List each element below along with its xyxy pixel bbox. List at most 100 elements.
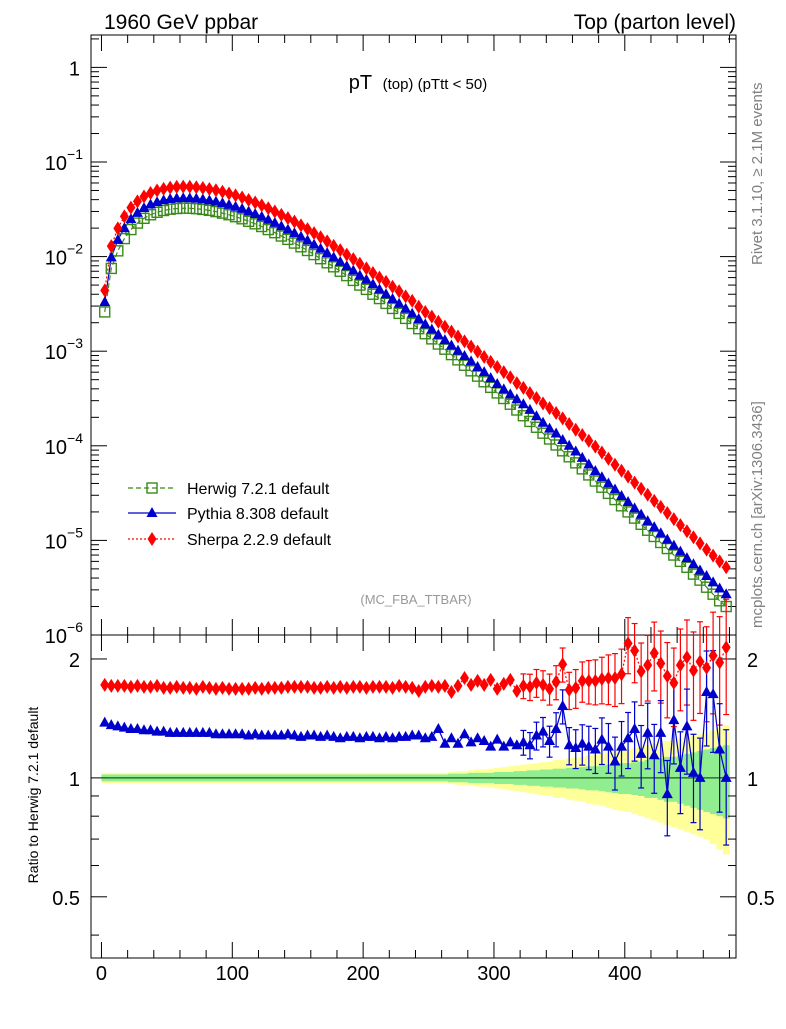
sherpa-point bbox=[656, 499, 666, 514]
pythia-point bbox=[230, 200, 242, 211]
pythia-point bbox=[413, 312, 425, 323]
sherpa-point bbox=[590, 439, 600, 454]
pythia-point bbox=[223, 198, 235, 209]
herwig-point bbox=[190, 202, 203, 215]
pythia-ratio-point bbox=[661, 788, 673, 799]
title-main: pT bbox=[349, 72, 372, 94]
pythia-point bbox=[99, 296, 111, 307]
pythia-ratio-point bbox=[517, 736, 529, 747]
herwig-point bbox=[321, 257, 333, 269]
legend-marker bbox=[146, 482, 158, 494]
pythia-ratio-point bbox=[236, 728, 248, 739]
main-title: pT (top) (pTtt < 50) bbox=[349, 72, 487, 94]
sherpa-ratio-point bbox=[486, 672, 496, 687]
herwig-point bbox=[223, 209, 235, 221]
sherpa-ratio-point bbox=[348, 679, 358, 694]
pythia-point bbox=[380, 288, 392, 299]
herwig-point bbox=[242, 215, 255, 228]
sherpa-point bbox=[329, 238, 339, 253]
sherpa-point bbox=[505, 370, 515, 385]
pythia-point bbox=[504, 388, 516, 399]
pythia-point bbox=[714, 582, 726, 593]
herwig-point bbox=[295, 241, 307, 253]
legend-item: Pythia 8.308 default bbox=[128, 506, 329, 523]
pythia-ratio-point bbox=[674, 761, 686, 772]
pythia-ratio-point bbox=[491, 733, 503, 744]
pythia-ratio-point bbox=[524, 739, 536, 750]
sherpa-point bbox=[492, 360, 502, 375]
sherpa-ratio-point bbox=[407, 680, 417, 695]
herwig-point bbox=[550, 439, 562, 451]
sherpa-ratio-point bbox=[682, 650, 692, 665]
pythia-point bbox=[530, 410, 542, 421]
sherpa-ratio-point bbox=[283, 679, 293, 694]
sherpa-ratio-point bbox=[427, 678, 437, 693]
legend-label: Sherpa 2.2.9 default bbox=[187, 532, 332, 549]
sherpa-ratio-point bbox=[623, 636, 633, 651]
pythia-point bbox=[321, 247, 333, 258]
sherpa-ratio-point bbox=[139, 679, 149, 694]
pythia-ratio-point bbox=[550, 722, 562, 733]
herwig-point bbox=[164, 203, 176, 215]
pythia-ratio-point bbox=[687, 766, 699, 777]
main-axes: 110−110−210−310−410−510−6 bbox=[45, 34, 737, 648]
pythia-ratio-point bbox=[714, 743, 726, 754]
pythia-point bbox=[400, 302, 412, 313]
sherpa-point bbox=[623, 469, 633, 484]
pythia-point bbox=[629, 502, 641, 513]
y-tick-mantissa: 10 bbox=[45, 342, 67, 364]
sherpa-point bbox=[237, 190, 247, 205]
pythia-point bbox=[498, 383, 510, 394]
ratio-y-tick-label-right: 2 bbox=[747, 650, 758, 672]
sherpa-ratio-point bbox=[257, 681, 267, 696]
sherpa-ratio-point bbox=[538, 677, 548, 692]
pythia-ratio-point bbox=[589, 743, 601, 754]
sherpa-ratio-point bbox=[237, 681, 247, 696]
pythia-point bbox=[236, 202, 248, 213]
ratio-inner-band bbox=[644, 759, 652, 798]
pythia-point bbox=[655, 527, 667, 538]
sherpa-ratio-point bbox=[551, 674, 561, 689]
pythia-point bbox=[544, 422, 556, 433]
pythia-ratio-point bbox=[478, 734, 490, 745]
pythia-point bbox=[687, 558, 699, 569]
sherpa-ratio-point bbox=[361, 680, 371, 695]
sherpa-ratio-point bbox=[244, 681, 254, 696]
pythia-point bbox=[609, 483, 621, 494]
herwig-point bbox=[256, 220, 268, 233]
sherpa-point bbox=[715, 554, 725, 569]
sherpa-point bbox=[414, 299, 424, 314]
pythia-point bbox=[118, 222, 130, 233]
sherpa-point bbox=[191, 180, 201, 195]
sherpa-ratio-point bbox=[564, 682, 574, 697]
sherpa-ratio-point bbox=[368, 679, 378, 694]
sherpa-ratio-point bbox=[250, 680, 260, 695]
sherpa-ratio-point bbox=[479, 677, 489, 692]
pythia-ratio-point bbox=[616, 740, 628, 751]
herwig-point bbox=[216, 207, 229, 219]
mcplots-label: mcplots.cern.ch [arXiv:1306.3436] bbox=[749, 401, 766, 628]
pythia-ratio-point bbox=[249, 728, 261, 739]
pythia-point bbox=[557, 434, 569, 445]
pythia-ratio-point bbox=[308, 729, 320, 740]
pythia-point bbox=[478, 366, 490, 377]
sherpa-point bbox=[564, 416, 574, 431]
sherpa-point bbox=[420, 304, 430, 319]
sherpa-ratio-point bbox=[492, 681, 502, 696]
sherpa-point bbox=[355, 256, 365, 271]
sherpa-ratio-point bbox=[270, 680, 280, 695]
sherpa-ratio-point bbox=[656, 656, 666, 671]
sherpa-point bbox=[721, 560, 731, 575]
sherpa-point bbox=[244, 192, 254, 207]
sherpa-point bbox=[211, 183, 221, 198]
sherpa-ratio-point bbox=[231, 681, 241, 696]
herwig-point bbox=[694, 574, 706, 586]
sherpa-point bbox=[407, 293, 417, 308]
sherpa-ratio-point bbox=[630, 643, 640, 658]
pythia-ratio-point bbox=[426, 730, 438, 741]
pythia-point bbox=[589, 465, 601, 476]
sherpa-point bbox=[165, 180, 175, 195]
sherpa-point bbox=[263, 201, 273, 216]
title-sub: (top) (pTtt < 50) bbox=[383, 76, 488, 93]
